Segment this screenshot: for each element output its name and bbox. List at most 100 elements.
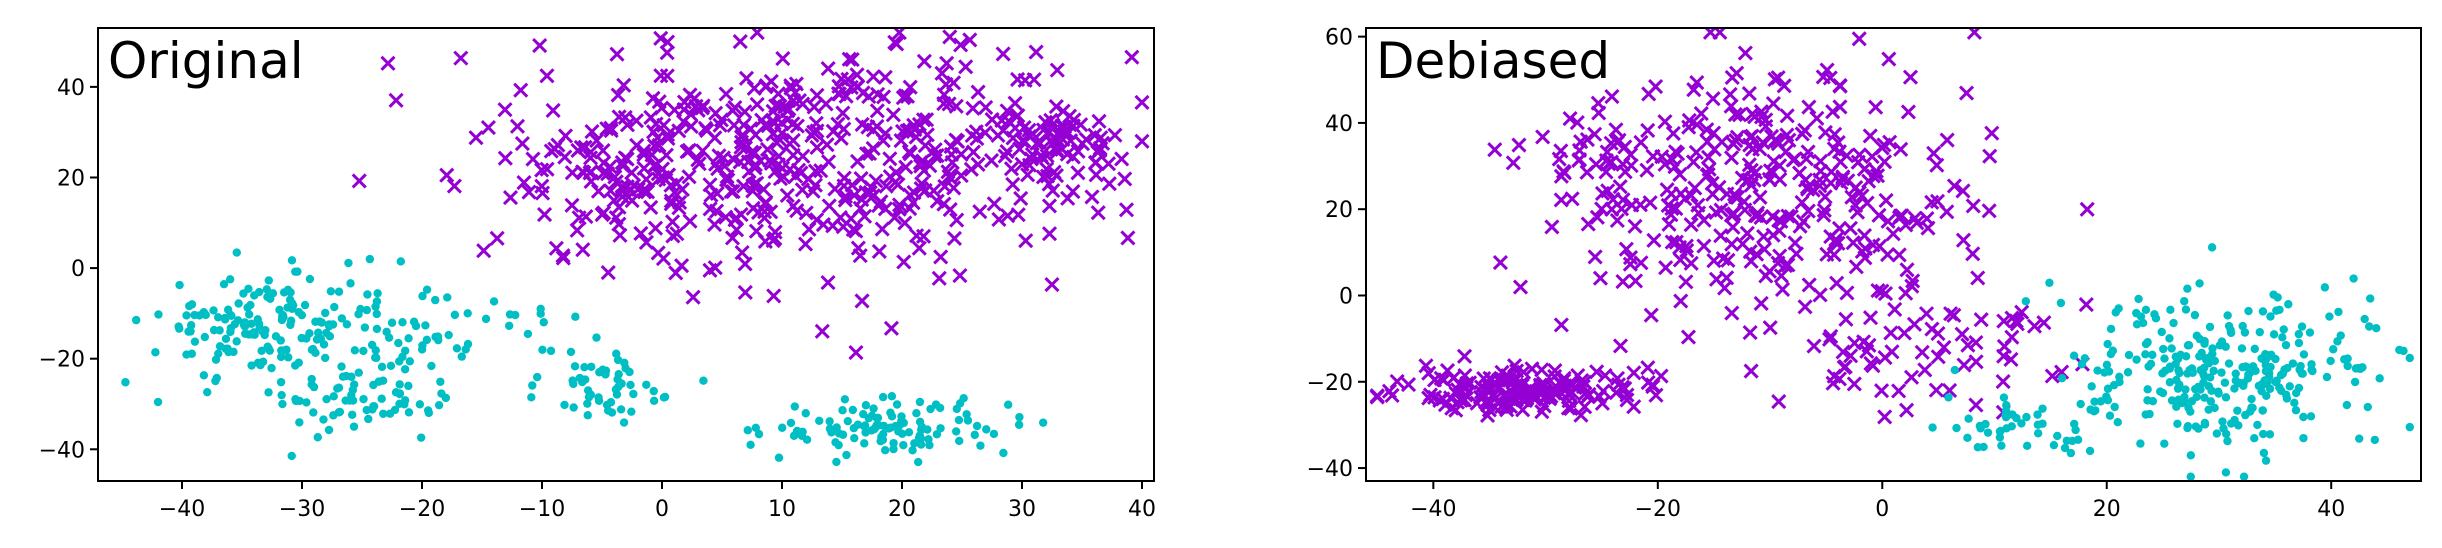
scatter-point-x — [1612, 179, 1628, 195]
scatter-point-x — [877, 125, 893, 142]
scatter-point-x — [970, 84, 986, 100]
scatter-point-dot — [2181, 352, 2191, 361]
scatter-point-x — [1601, 156, 1617, 172]
scatter-point-dot — [264, 388, 273, 397]
y-tick-label: 0 — [1339, 284, 1353, 309]
scatter-point-x — [1600, 183, 1616, 199]
scatter-point-dot — [2022, 441, 2032, 451]
scatter-point-x — [821, 198, 837, 214]
scatter-point-x — [853, 170, 869, 187]
scatter-point-dot — [431, 295, 440, 305]
scatter-point-dot — [220, 313, 230, 323]
scatter-point-x — [1594, 201, 1610, 217]
scatter-point-x — [1587, 249, 1603, 265]
scatter-point-dot — [955, 436, 964, 446]
scatter-point-dot — [224, 347, 233, 357]
scatter-point-dot — [2085, 446, 2095, 456]
scatter-point-dot — [258, 357, 268, 366]
scatter-point-x — [476, 243, 492, 259]
scatter-point-x — [1400, 376, 1417, 393]
scatter-point-dot — [869, 404, 878, 413]
scatter-point-dot — [384, 333, 394, 342]
scatter-point-dot — [2288, 359, 2298, 368]
scatter-point-dot — [1003, 400, 1013, 409]
scatter-point-x — [1729, 129, 1745, 145]
scatter-point-x — [1713, 202, 1729, 218]
scatter-point-x — [1799, 179, 1815, 195]
scatter-point-x — [933, 249, 949, 265]
scatter-point-dot — [201, 310, 210, 320]
scatter-point-dot — [2375, 374, 2384, 383]
scatter-point-dot — [278, 399, 287, 409]
scatter-point-x — [606, 192, 622, 208]
scatter-point-x — [844, 52, 860, 68]
scatter-point-dot — [322, 328, 331, 338]
scatter-point-x — [1881, 51, 1897, 67]
scatter-point-x — [958, 59, 974, 75]
scatter-point-x — [603, 120, 619, 136]
scatter-point-x — [1672, 252, 1688, 268]
scatter-point-dot — [612, 349, 621, 358]
scatter-point-dot — [583, 399, 592, 408]
scatter-point-x — [1020, 167, 1036, 183]
scatter-point-dot — [416, 433, 426, 442]
scatter-point-x — [1548, 386, 1565, 402]
scatter-point-dot — [743, 426, 752, 435]
scatter-point-x — [827, 181, 843, 197]
scatter-point-dot — [2237, 344, 2247, 353]
scatter-point-x — [806, 99, 822, 115]
scatter-point-dot — [284, 353, 293, 362]
scatter-point-dot — [583, 386, 593, 395]
scatter-point-dot — [394, 338, 403, 348]
scatter-point-dot — [924, 435, 933, 444]
scatter-point-x — [596, 205, 612, 221]
scatter-point-dot — [2342, 400, 2352, 410]
scatter-point-x — [1924, 194, 1940, 210]
scatter-point-dot — [825, 424, 835, 433]
scatter-point-dot — [932, 430, 942, 439]
scatter-point-dot — [569, 403, 578, 412]
scatter-point-x — [1851, 185, 1867, 201]
scatter-point-x — [1646, 232, 1662, 248]
scatter-point-x — [1627, 273, 1644, 289]
scatter-point-x — [2008, 313, 2024, 329]
scatter-point-x — [1028, 44, 1044, 60]
x-tick-label: −40 — [159, 497, 205, 522]
scatter-point-dot — [275, 305, 284, 315]
scatter-point-dot — [1983, 428, 1993, 437]
scatter-point-x — [887, 210, 903, 226]
scatter-point-x — [1615, 192, 1631, 208]
x-tick-label: 30 — [1008, 497, 1036, 522]
scatter-point-dot — [411, 321, 421, 331]
scatter-point-x — [1776, 78, 1792, 94]
scatter-point-dot — [2334, 307, 2343, 317]
scatter-point-dot — [571, 312, 580, 321]
scatter-point-x — [1819, 62, 1835, 78]
scatter-point-dot — [187, 349, 197, 358]
scatter-point-x — [1023, 151, 1039, 167]
scatter-point-dot — [2291, 406, 2301, 415]
scatter-point-x — [584, 123, 600, 140]
scatter-point-dot — [2284, 300, 2293, 309]
scatter-point-dot — [802, 435, 812, 444]
scatter-point-x — [595, 142, 611, 159]
scatter-point-dot — [2132, 308, 2141, 318]
x-tick-label: 20 — [888, 497, 916, 522]
scatter-point-x — [1658, 260, 1674, 276]
scatter-point-dot — [2208, 344, 2217, 353]
scatter-point-x — [1595, 383, 1611, 399]
scatter-point-x — [1930, 349, 1946, 365]
scatter-point-x — [1640, 360, 1656, 376]
scatter-point-dot — [884, 424, 894, 433]
scatter-point-dot — [350, 346, 360, 355]
scatter-point-dot — [233, 316, 243, 325]
scatter-point-dot — [2290, 398, 2299, 408]
scatter-point-dot — [2308, 366, 2317, 376]
scatter-point-x — [1055, 103, 1071, 119]
scatter-point-dot — [313, 433, 322, 442]
scatter-point-x — [690, 102, 706, 118]
scatter-point-x — [871, 243, 887, 259]
scatter-point-dot — [611, 385, 621, 394]
scatter-point-dot — [566, 347, 576, 357]
scatter-point-dot — [601, 370, 610, 379]
